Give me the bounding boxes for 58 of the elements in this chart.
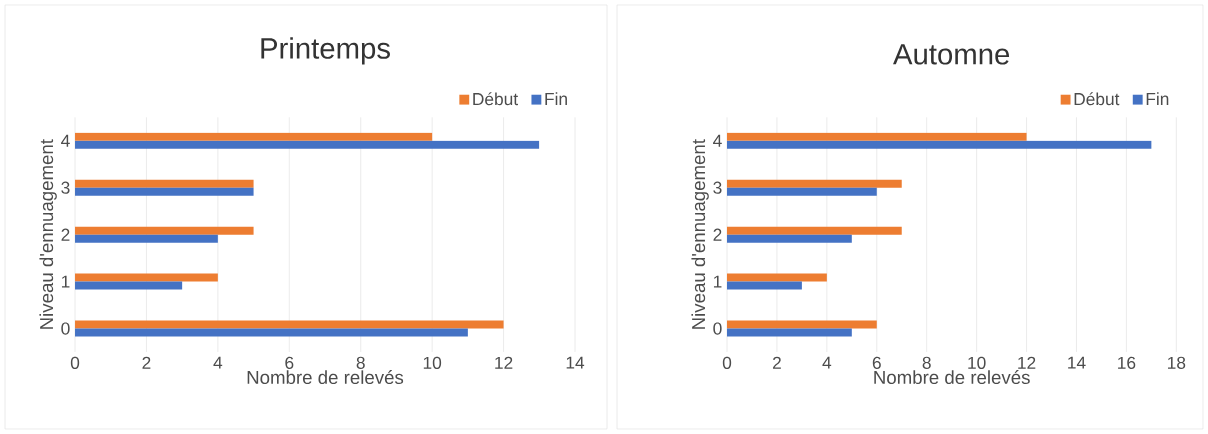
y-tick-label: 4 [713, 134, 722, 147]
bar [727, 226, 902, 235]
x-tick-label: 12 [495, 356, 513, 369]
y-tick-label: 0 [713, 322, 722, 335]
x-tick-label: 4 [822, 356, 832, 369]
x-tick-label: 4 [213, 356, 223, 369]
legend-label: Fin [545, 92, 567, 105]
x-tick-label: 8 [356, 356, 365, 369]
x-tick-label: 12 [1018, 356, 1036, 369]
bar [75, 187, 254, 196]
x-tick-label: 2 [142, 356, 151, 369]
bar [727, 273, 827, 282]
x-axis-title: Nombre de relevés [247, 370, 404, 385]
y-tick-label: 1 [61, 275, 70, 288]
bar [727, 179, 902, 188]
bar [727, 234, 852, 243]
bar [727, 187, 877, 196]
x-tick-label: 14 [1068, 356, 1086, 369]
y-tick-label: 4 [61, 134, 70, 147]
x-tick-label: 16 [1118, 356, 1136, 369]
legend-label: Fin [1146, 92, 1169, 105]
legend-label: Début [473, 92, 518, 106]
bar [727, 140, 1152, 149]
x-tick-label: 14 [566, 356, 585, 369]
bar [75, 226, 254, 235]
y-tick-label: 1 [713, 275, 722, 288]
bar [75, 179, 254, 188]
y-axis-title: Niveau d'ennuagement [691, 139, 709, 329]
chart-title: Automne [893, 44, 1010, 65]
y-tick-label: 2 [713, 228, 722, 241]
x-tick-label: 10 [968, 356, 986, 369]
x-tick-label: 6 [872, 356, 881, 369]
x-tick-label: 18 [1168, 356, 1186, 369]
x-tick-label: 0 [70, 356, 80, 369]
x-tick-label: 0 [722, 356, 732, 369]
bar [727, 132, 1027, 141]
x-tick-label: 8 [922, 356, 931, 369]
y-axis-title: Niveau d'ennuagement [39, 139, 57, 329]
chart-title: Printemps [261, 37, 390, 65]
bar [75, 132, 433, 141]
bar [75, 234, 218, 243]
x-tick-label: 2 [772, 356, 781, 369]
x-tick-label: 10 [423, 356, 442, 369]
legend-label: Début [1074, 92, 1120, 106]
y-tick-label: 3 [61, 181, 70, 194]
x-axis-title: Nombre de relevés [874, 370, 1030, 385]
y-tick-label: 2 [61, 228, 70, 241]
bar [727, 328, 852, 337]
y-tick-label: 3 [713, 181, 722, 194]
bar [727, 281, 802, 290]
bar [75, 140, 540, 149]
bar [75, 320, 504, 329]
bar [75, 281, 183, 290]
x-tick-label: 6 [285, 356, 294, 369]
y-tick-label: 0 [61, 322, 70, 335]
bar [75, 273, 218, 282]
bar [75, 328, 468, 337]
bar [727, 320, 877, 329]
